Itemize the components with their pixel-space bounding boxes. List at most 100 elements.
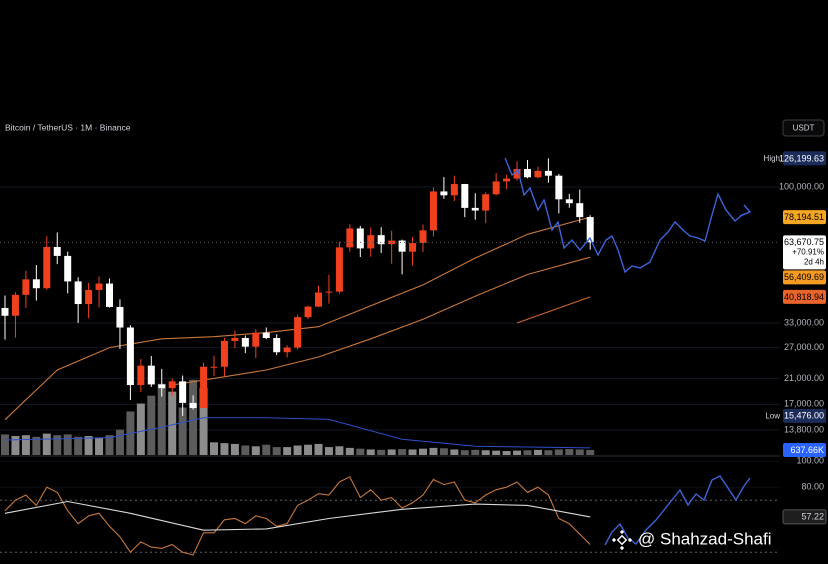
volume-bar [230, 443, 239, 455]
volume-bar [241, 445, 250, 455]
candle-body [189, 402, 197, 409]
candle-body [74, 281, 82, 305]
candle-body [524, 169, 531, 178]
candle-body [471, 207, 479, 211]
y-tick-label: 17,000.00 [784, 399, 824, 409]
candle-body [1, 307, 9, 316]
volume-bar [481, 450, 490, 455]
volume-bar [419, 448, 427, 455]
candle-body [482, 194, 490, 211]
volume-bar [513, 450, 522, 455]
volume-bar [429, 447, 438, 455]
volume-bar [1, 434, 9, 455]
candle-body [22, 279, 30, 295]
candle-body [388, 240, 396, 245]
volume-bar [189, 379, 198, 455]
volume-bar [450, 449, 459, 455]
candle-body [241, 337, 249, 347]
candle-body [168, 381, 176, 389]
candle-body [503, 178, 511, 182]
candle-body [106, 283, 113, 307]
candle-body [398, 240, 406, 252]
volume-bar [11, 436, 20, 455]
candle-body [440, 191, 448, 196]
volume-bar [251, 446, 260, 455]
y-tick-label: 33,000.00 [784, 317, 824, 327]
price-label: 78,194.51 [784, 212, 824, 222]
currency-box[interactable] [782, 119, 825, 137]
y-tick-label: 27,000.00 [784, 342, 824, 352]
moving-average-line [172, 256, 591, 386]
candle-body [283, 347, 291, 353]
candle-body [200, 366, 208, 409]
projection-arrow [739, 204, 752, 217]
rsi-tick-label: 100.00 [796, 456, 824, 466]
volume-bar [53, 435, 62, 455]
volume-bar [314, 443, 323, 455]
volume-bar [356, 448, 365, 455]
volume-bar [304, 444, 313, 455]
volume-bar [283, 447, 292, 455]
candle-body [273, 337, 281, 353]
rsi-projection-line [604, 475, 751, 546]
candle-body [325, 291, 333, 293]
candle-body [335, 247, 343, 292]
candle-body [576, 203, 584, 218]
axis-layer: 100,000.00 33,000.00 27,000.00 21,000.00 17,… [764, 151, 827, 525]
candle-body [409, 243, 417, 252]
candle-body [252, 332, 260, 347]
volume-bar [345, 447, 354, 455]
chart-title: Bitcoin / TetherUS · 1M · Binance [5, 122, 131, 132]
candle-body [53, 246, 61, 256]
candle-body [231, 337, 239, 341]
volume-bar [586, 449, 595, 455]
moving-average-line [4, 216, 591, 421]
candle-body [419, 230, 427, 244]
price-label-box [783, 270, 826, 285]
price-label-tag: High [764, 154, 780, 163]
y-tick-label: 21,000.00 [784, 373, 824, 383]
price-label: 56,409.69 [784, 272, 824, 282]
price-label: 126,199.63 [779, 153, 824, 163]
back-layer [0, 186, 780, 553]
candle-body [377, 235, 385, 245]
volume-bar [533, 449, 542, 455]
candle-body [262, 332, 270, 338]
volume-bar [168, 391, 177, 455]
volume-bar [575, 449, 584, 455]
volume-bar [220, 443, 229, 455]
volume-bar [398, 449, 407, 455]
volume-ma-line [4, 417, 591, 449]
volume-bar [439, 448, 448, 455]
price-label-tag: Low [765, 411, 780, 420]
volume-bar [210, 442, 218, 455]
price-label-box [783, 235, 826, 270]
volume-bar [74, 436, 83, 455]
candle-body [534, 170, 542, 178]
main-layer [0, 158, 780, 556]
volume-bar [199, 387, 208, 455]
volume-bar [21, 435, 30, 455]
rsi-signal-label-box [782, 509, 827, 525]
volume-bar [366, 449, 375, 455]
volume-bar [387, 449, 396, 455]
volume-bar [32, 436, 41, 455]
candle-body [220, 340, 228, 367]
volume-bar [377, 449, 386, 455]
volume-bar [147, 395, 156, 455]
candle-body [64, 255, 72, 282]
price-label-box [783, 289, 826, 304]
volume-bar [115, 429, 124, 455]
volume-bar [544, 450, 553, 455]
candle-body [565, 199, 573, 204]
projection-line [504, 157, 751, 274]
price-label-box [783, 408, 826, 423]
rsi-signal-label: 57.22 [801, 512, 824, 522]
currency-label[interactable]: USDT [793, 124, 815, 133]
candle-body [304, 306, 312, 318]
price-label-box [783, 151, 826, 166]
volume-bar [324, 447, 333, 455]
candle-body [95, 283, 103, 290]
